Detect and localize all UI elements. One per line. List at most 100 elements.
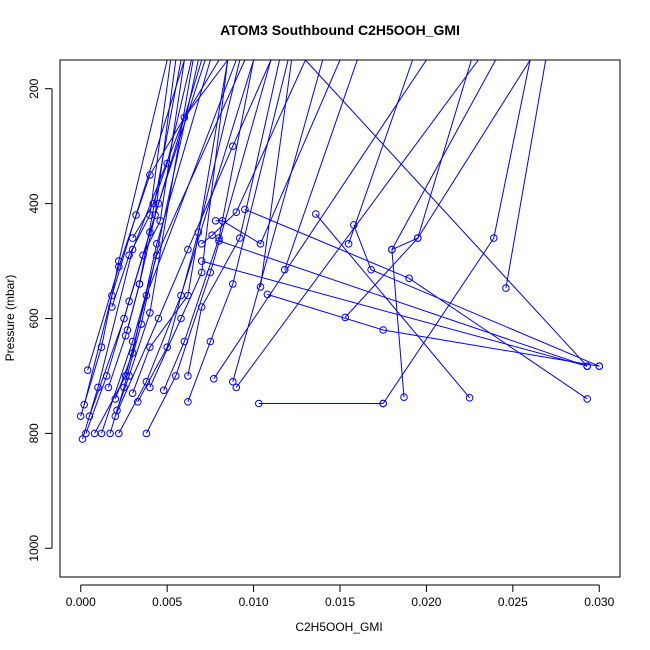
series-25 bbox=[128, 60, 192, 242]
y-tick-label: 400 bbox=[27, 193, 41, 213]
data-point bbox=[97, 343, 106, 352]
series-line bbox=[114, 60, 272, 417]
y-tick-label: 600 bbox=[27, 308, 41, 328]
data-point bbox=[82, 429, 90, 438]
series-line bbox=[132, 60, 229, 394]
series-line bbox=[187, 60, 280, 376]
series-13 bbox=[113, 60, 194, 415]
x-tick-label: 0.005 bbox=[152, 595, 182, 609]
data-point bbox=[76, 412, 85, 421]
data-point bbox=[142, 429, 151, 438]
data-point bbox=[135, 280, 144, 288]
data-point bbox=[159, 386, 168, 395]
data-point bbox=[125, 297, 133, 306]
data-point bbox=[177, 314, 185, 323]
data-point bbox=[125, 372, 133, 380]
data-point bbox=[210, 375, 218, 383]
data-point bbox=[263, 290, 272, 299]
data-point bbox=[583, 395, 592, 403]
data-point bbox=[121, 331, 130, 340]
series-6 bbox=[83, 60, 220, 375]
data-point bbox=[379, 326, 388, 334]
data-point bbox=[83, 366, 92, 375]
data-point bbox=[405, 274, 413, 283]
data-point bbox=[146, 343, 154, 352]
data-point bbox=[465, 394, 474, 402]
data-point bbox=[154, 314, 163, 323]
series-28 bbox=[241, 205, 592, 403]
data-point bbox=[502, 284, 510, 292]
series-line bbox=[118, 60, 255, 434]
data-point bbox=[414, 234, 422, 242]
data-point bbox=[134, 398, 142, 406]
x-axis: 0.000 0.005 0.010 0.015 0.020 0.025 0.030 bbox=[66, 584, 615, 609]
series-33 bbox=[256, 60, 293, 291]
y-tick-label: 1000 bbox=[27, 535, 41, 562]
series-line bbox=[348, 60, 414, 244]
data-point bbox=[163, 343, 171, 352]
series-line bbox=[391, 60, 497, 398]
y-tick-label: 200 bbox=[27, 78, 41, 98]
data-point bbox=[197, 257, 206, 265]
x-axis-label: C2H5OOH_GMI bbox=[295, 620, 382, 634]
x-tick-label: 0.030 bbox=[584, 595, 614, 609]
series-line bbox=[284, 60, 358, 270]
data-point bbox=[388, 245, 396, 254]
data-point bbox=[149, 199, 158, 208]
series-18 bbox=[184, 60, 289, 406]
series-line bbox=[132, 60, 192, 239]
data-point bbox=[146, 309, 154, 317]
series-line bbox=[260, 60, 293, 287]
series-27 bbox=[211, 60, 341, 248]
series-42 bbox=[379, 60, 531, 408]
series-line bbox=[149, 60, 229, 388]
data-point bbox=[197, 268, 206, 277]
series-19 bbox=[146, 60, 229, 392]
series-11 bbox=[142, 60, 272, 438]
series-line bbox=[126, 60, 177, 331]
data-point bbox=[78, 435, 87, 443]
data-point bbox=[163, 159, 171, 168]
data-point bbox=[241, 205, 249, 214]
data-point bbox=[180, 337, 189, 346]
series-15 bbox=[111, 60, 211, 403]
y-axis-label: Pressure (mbar) bbox=[3, 275, 17, 362]
data-point bbox=[229, 142, 237, 150]
data-point bbox=[583, 362, 592, 371]
data-point bbox=[194, 228, 203, 237]
data-point bbox=[128, 337, 137, 346]
data-point bbox=[146, 383, 154, 392]
series-line bbox=[116, 60, 194, 411]
data-point bbox=[85, 412, 94, 421]
x-tick-label: 0.020 bbox=[411, 595, 441, 609]
data-point bbox=[490, 234, 498, 242]
data-point bbox=[350, 221, 358, 229]
data-point bbox=[344, 240, 353, 248]
data-point bbox=[184, 245, 192, 254]
data-point bbox=[139, 251, 147, 260]
x-tick-label: 0.015 bbox=[325, 595, 355, 609]
series-line bbox=[382, 60, 531, 404]
series-22 bbox=[123, 60, 177, 334]
series-line bbox=[218, 240, 588, 367]
data-point bbox=[254, 399, 263, 408]
data-point bbox=[232, 208, 241, 216]
data-point bbox=[154, 199, 163, 208]
data-point bbox=[208, 231, 216, 239]
data-point bbox=[236, 234, 244, 242]
series-38 bbox=[350, 221, 604, 371]
data-point bbox=[184, 372, 192, 380]
series-line bbox=[391, 60, 531, 251]
data-point bbox=[197, 240, 206, 248]
series-40 bbox=[388, 60, 497, 402]
data-point bbox=[125, 251, 133, 260]
data-point bbox=[229, 377, 237, 386]
data-point bbox=[312, 210, 320, 218]
data-point bbox=[184, 398, 192, 406]
data-point bbox=[128, 389, 137, 398]
data-point bbox=[218, 217, 227, 225]
data-point bbox=[123, 326, 132, 334]
y-axis: 200 400 600 800 1000 bbox=[27, 78, 53, 562]
data-point bbox=[256, 283, 265, 291]
data-point bbox=[128, 245, 137, 254]
